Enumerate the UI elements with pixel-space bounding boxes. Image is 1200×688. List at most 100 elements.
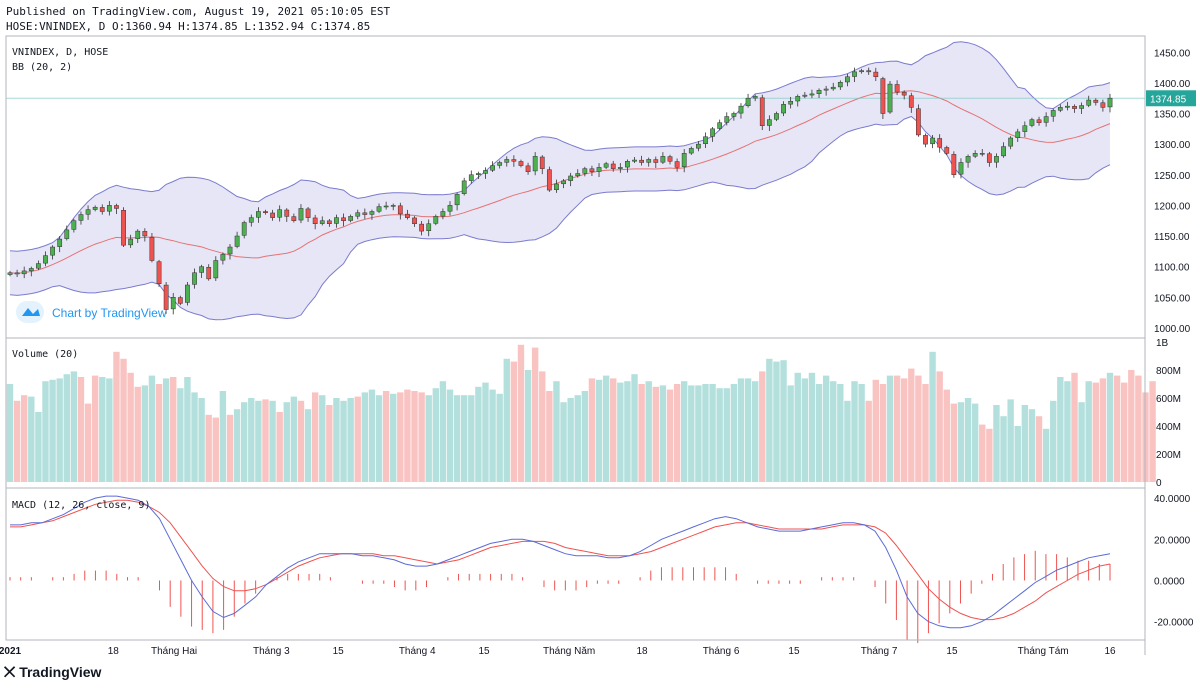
volume-bar	[588, 378, 596, 482]
volume-bar	[134, 386, 141, 482]
candle-body	[36, 263, 41, 269]
candle-body	[795, 96, 801, 102]
candle-body	[397, 205, 403, 215]
volume-bar	[652, 386, 659, 482]
volume-bar	[1128, 370, 1135, 482]
candle-body	[419, 223, 424, 232]
candle-body	[220, 254, 226, 261]
macd-tick-label: 20.0000	[1154, 535, 1191, 546]
volume-bar	[851, 381, 858, 482]
macd-pane: MACD (12, 26, close, 9) -20.0000 0.0000 20.…	[9, 494, 1194, 644]
candle-body	[986, 153, 992, 163]
volume-bar	[127, 372, 134, 482]
volume-bar	[524, 370, 532, 482]
volume-bar	[390, 393, 397, 482]
price-tick-label: 1350.00	[1154, 110, 1191, 121]
candle-body	[277, 209, 283, 218]
candle-body	[923, 135, 928, 145]
volume-bar	[432, 388, 439, 482]
candle-body	[369, 211, 375, 215]
candle-body	[901, 91, 907, 96]
candle-body	[774, 113, 779, 120]
candle-body	[802, 94, 808, 97]
volume-bar	[531, 347, 539, 482]
volume-bar	[503, 358, 510, 482]
volume-bar	[950, 403, 958, 482]
volume-bar	[1135, 375, 1142, 482]
volume-bar	[858, 384, 865, 482]
candle-body	[1093, 99, 1099, 103]
volume-bar	[311, 392, 319, 482]
time-tick-label: 16	[1104, 646, 1116, 657]
candle-body	[944, 147, 950, 154]
candle-body	[518, 161, 524, 166]
time-tick-label: 18	[636, 646, 648, 657]
candle-body	[227, 246, 233, 255]
volume-bar	[964, 398, 972, 482]
candle-body	[99, 207, 105, 212]
candle-body	[887, 83, 893, 113]
volume-bar	[489, 389, 496, 482]
candle-body	[539, 156, 545, 169]
macd-tick-label: -20.0000	[1154, 618, 1194, 629]
candle-body	[823, 88, 829, 91]
volume-bar	[1149, 381, 1156, 482]
candle-body	[703, 136, 708, 145]
time-tick-label: 15	[333, 646, 345, 657]
candle-body	[1001, 146, 1006, 157]
candle-body	[71, 220, 77, 230]
candle-body	[433, 216, 439, 224]
volume-bar	[297, 400, 305, 482]
volume-bar	[482, 382, 489, 482]
candle-body	[28, 268, 34, 272]
volume-bar	[922, 384, 929, 482]
candle-body	[1029, 119, 1035, 126]
volume-bar	[468, 395, 475, 482]
macd-legend: MACD (12, 26, close, 9)	[12, 500, 150, 511]
price-tick-label: 1100.00	[1154, 263, 1190, 274]
volume-bar	[70, 371, 78, 482]
volume-tick-label: 0	[1156, 478, 1162, 489]
volume-bar	[191, 392, 198, 482]
volume-bar	[205, 414, 212, 482]
candle-body	[1022, 125, 1028, 132]
bb-upper-line	[9, 41, 1111, 252]
candle-body	[85, 209, 91, 215]
candle-body	[930, 137, 935, 145]
candle-body	[213, 260, 219, 279]
candle-body	[64, 229, 70, 239]
volume-tick-label: 400M	[1156, 422, 1181, 433]
volume-bar	[1113, 375, 1121, 482]
volume-bar	[319, 395, 326, 482]
bb-fill	[10, 41, 1110, 320]
candle-body	[625, 161, 630, 168]
candle-body	[965, 156, 971, 163]
candle-body	[362, 212, 368, 215]
macd-signal-line	[10, 499, 1111, 621]
volume-bar	[290, 396, 298, 482]
candle-body	[894, 84, 900, 93]
volume-bar	[382, 391, 390, 482]
candle-body	[497, 162, 503, 166]
candle-body	[461, 180, 467, 194]
volume-bar	[1057, 377, 1064, 482]
time-tick-label: Tháng 4	[399, 646, 436, 657]
candle-body	[348, 216, 354, 221]
volume-bar	[120, 358, 127, 482]
time-tick-label: 15	[788, 646, 800, 657]
candle-body	[667, 156, 673, 162]
volume-bar	[943, 389, 950, 482]
candle-body	[603, 163, 609, 168]
watermark-text: Chart by TradingView	[52, 306, 167, 320]
candle-body	[114, 205, 119, 209]
candle-body	[951, 154, 957, 175]
candle-body	[788, 101, 794, 105]
candle-body	[376, 206, 382, 212]
volume-bar	[560, 402, 567, 482]
macd-tick-label: 40.0000	[1154, 494, 1191, 505]
candle-body	[660, 156, 666, 163]
candle-body	[1043, 116, 1049, 123]
candle-body	[319, 220, 325, 224]
candle-body	[326, 220, 332, 224]
